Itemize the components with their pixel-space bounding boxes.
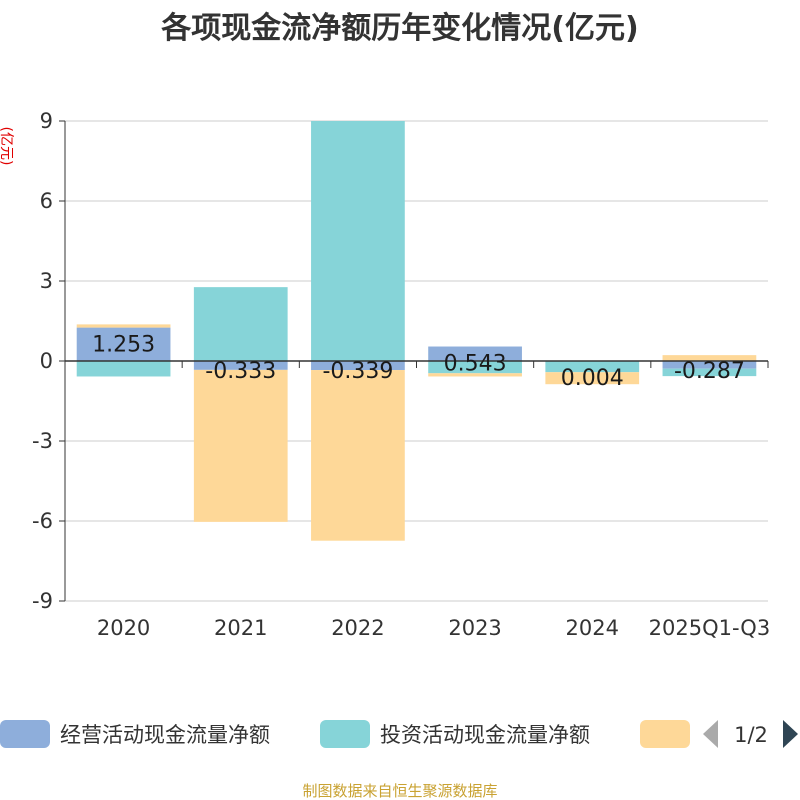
bar-2021-series-2 (193, 287, 288, 361)
bar-2020-series-3 (76, 324, 171, 328)
bar-2022-series-3 (311, 370, 405, 541)
x-tick-label: 2023 (448, 616, 501, 640)
bar-2023-series-1 (428, 346, 522, 361)
bars (76, 121, 757, 541)
tick-labels: 9 6 3 0 -3 -6 -9 2020 2021 2022 2023 2024 2025Q1-Q3 (32, 109, 770, 640)
y-tick-label: -9 (32, 589, 53, 613)
bar-2025Q1-Q3-series-1 (662, 361, 757, 369)
bar-2021-series-3 (193, 369, 288, 522)
y-tick-label: -6 (32, 509, 53, 533)
legend-swatch-series-1 (0, 720, 50, 748)
data-label: -0.287 (674, 359, 745, 384)
bar-2020-series-1 (76, 327, 171, 361)
prev-page-icon[interactable] (703, 720, 718, 748)
bar-2024-series-3 (545, 372, 640, 385)
bar-2022-series-2 (311, 121, 405, 361)
bar-2020-series-2 (76, 361, 171, 377)
data-label: 0.543 (444, 352, 507, 377)
bar-2022-series-1 (311, 361, 405, 371)
legend-label-series-2: 投资活动现金流量净额 (380, 723, 590, 747)
bar-2023-series-3 (428, 373, 522, 377)
y-axis-unit-label: (亿元) (0, 127, 14, 166)
x-tick-label: 2025Q1-Q3 (649, 616, 771, 640)
source-note: 制图数据来自恒生聚源数据库 (302, 782, 497, 800)
bar-2025Q1-Q3-series-2 (662, 368, 757, 377)
chart-title: 各项现金流净额历年变化情况(亿元) (160, 11, 638, 46)
data-label: -0.339 (322, 359, 393, 384)
bar-2025Q1-Q3-series-3 (662, 355, 757, 361)
y-tick-label: 3 (40, 269, 53, 293)
x-tick-label: 2020 (97, 616, 150, 640)
data-label: 0.004 (561, 366, 624, 391)
legend-label-series-1: 经营活动现金流量净额 (60, 723, 270, 747)
data-label: -0.333 (205, 359, 276, 384)
axes (59, 120, 769, 602)
next-page-icon[interactable] (783, 720, 798, 748)
bar-2021-series-1 (193, 361, 288, 370)
y-tick-label: -3 (32, 429, 53, 453)
legend: 经营活动现金流量净额 投资活动现金流量净额 1/2 (0, 720, 798, 748)
x-tick-label: 2022 (331, 616, 384, 640)
legend-swatch-series-2 (320, 720, 370, 748)
gridlines (65, 120, 768, 602)
y-tick-label: 0 (40, 349, 53, 373)
legend-pager[interactable]: 1/2 (703, 720, 798, 748)
x-tick-label: 2021 (214, 616, 267, 640)
legend-page-indicator: 1/2 (734, 723, 768, 747)
bar-2024-series-2 (545, 361, 640, 373)
bar-2023-series-2 (428, 361, 522, 374)
data-labels: 1.253 -0.333 -0.339 0.543 0.004 -0.287 (92, 333, 745, 391)
data-label: 1.253 (92, 333, 155, 358)
x-tick-label: 2024 (566, 616, 619, 640)
y-tick-label: 6 (40, 189, 53, 213)
y-tick-label: 9 (40, 109, 53, 133)
legend-swatch-series-3 (640, 720, 690, 748)
